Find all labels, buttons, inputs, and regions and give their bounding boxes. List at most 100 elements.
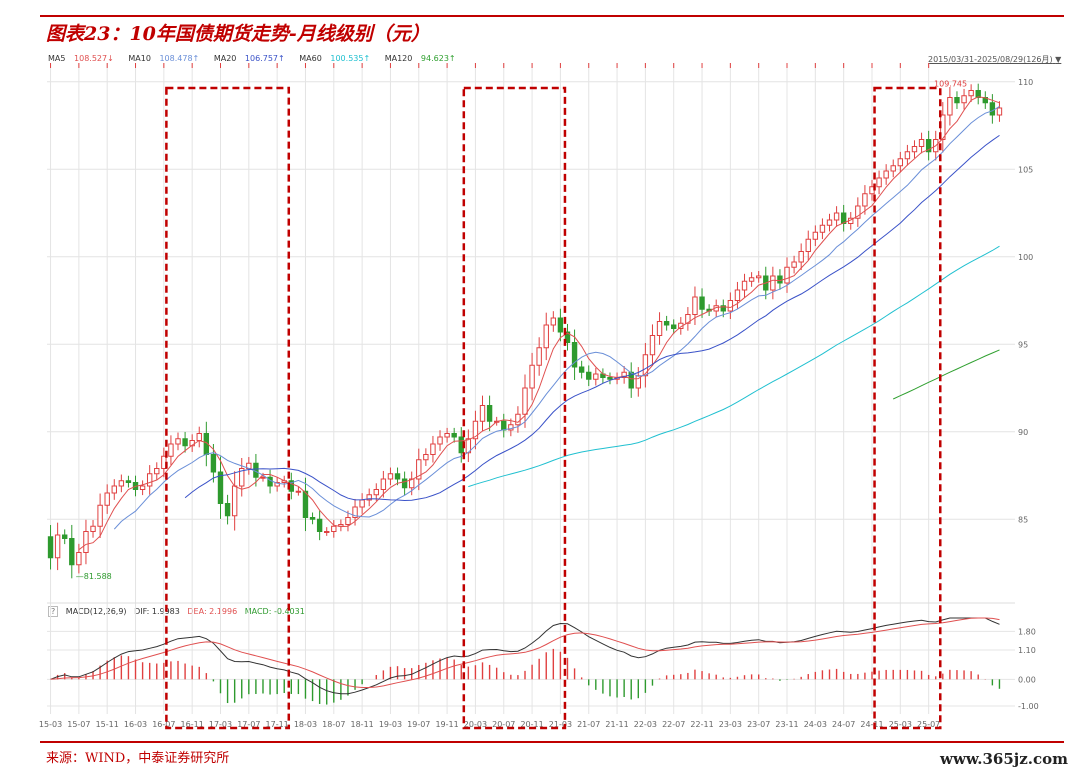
candle-body [253, 462, 259, 478]
price-tick-label: 110 [1018, 78, 1033, 87]
candle-body [855, 205, 861, 219]
candle-body [727, 300, 734, 312]
candle-body [578, 366, 585, 373]
ma60-value: 100.535↑ [330, 54, 371, 63]
candle [777, 269, 783, 290]
candle [883, 164, 889, 185]
x-tick-label: 25-07 [917, 720, 940, 729]
candle-body [54, 534, 61, 559]
candle-body [961, 95, 967, 104]
candle-body [529, 364, 535, 389]
candle-body [656, 321, 663, 336]
candle-body [430, 443, 436, 455]
ma20-value: 106.757↑ [244, 54, 285, 63]
candle [387, 467, 394, 486]
candle-body [996, 107, 1003, 116]
candle [642, 343, 649, 388]
candle [748, 272, 755, 287]
candle [338, 519, 344, 532]
chevron-down-icon[interactable]: ▼ [1055, 55, 1062, 64]
x-tick-label: 23-07 [747, 720, 770, 729]
candle-body [812, 231, 819, 240]
ma60-label: MA60 [299, 54, 322, 63]
x-tick-label: 16-07 [152, 720, 175, 729]
candle-body [989, 102, 996, 116]
candle-body [571, 342, 578, 368]
x-tick-label: 20-11 [520, 720, 543, 729]
candle-body [904, 151, 911, 160]
ma10-legend: MA10 108.478↑ [128, 54, 205, 63]
help-icon[interactable]: ? [48, 606, 59, 617]
macd-tick-label: 0.00 [1018, 675, 1036, 684]
candle-body [76, 552, 82, 566]
candle [69, 524, 75, 579]
candle-body [925, 139, 932, 153]
ma120-value: 94.623↑ [420, 54, 456, 63]
candle [593, 367, 599, 386]
candle [331, 520, 337, 538]
x-tick-label: 24-11 [860, 720, 883, 729]
x-tick-label: 18-11 [351, 720, 374, 729]
candle [366, 488, 372, 507]
candle [111, 479, 117, 500]
candle [543, 312, 549, 361]
dif-line [50, 617, 1000, 695]
x-tick-label: 18-03 [294, 720, 317, 729]
candle-body [975, 90, 981, 98]
candle-body [90, 525, 96, 532]
candle [274, 476, 280, 492]
candle-body [373, 489, 379, 496]
candle-body [734, 289, 741, 301]
x-tick-label: 15-11 [96, 720, 119, 729]
candle [508, 418, 514, 437]
candle-body [557, 317, 564, 333]
candle-body [805, 238, 811, 252]
candle [805, 230, 811, 261]
candle-body [755, 275, 762, 279]
date-range[interactable]: 2015/03/31-2025/08/29(126月) ▼ [928, 54, 1061, 65]
candle-body [840, 212, 847, 224]
x-tick-label: 16-03 [124, 720, 147, 729]
candle [295, 486, 302, 496]
candle-body [387, 473, 394, 480]
candle [239, 458, 245, 497]
highlight-frame [165, 86, 291, 730]
candle-body [876, 177, 882, 188]
candle-body [224, 503, 231, 517]
x-tick-label: 17-03 [209, 720, 232, 729]
candle-body [770, 275, 776, 291]
candle-body [302, 490, 309, 518]
candle [671, 319, 677, 335]
candle-body [486, 405, 493, 422]
ma10-value: 108.478↑ [159, 54, 200, 63]
candle-body [451, 433, 457, 438]
candle-body [692, 296, 698, 315]
candle-body [260, 476, 266, 479]
x-tick-label: 23-11 [775, 720, 798, 729]
candle [586, 365, 592, 387]
candle-body [663, 321, 670, 326]
candle-body [210, 454, 217, 473]
candle-body [352, 506, 358, 518]
candle [437, 430, 443, 451]
candle [373, 483, 379, 501]
candle-body [699, 296, 705, 310]
candle-body [83, 531, 89, 553]
x-tick-label: 21-03 [549, 720, 572, 729]
x-tick-label: 20-03 [464, 720, 487, 729]
candle [600, 368, 606, 384]
candle-body [316, 518, 323, 532]
x-tick-label: 19-07 [407, 720, 430, 729]
candle [578, 360, 585, 379]
candle-body [522, 387, 528, 415]
candle-body [748, 277, 755, 282]
candle-body [798, 251, 804, 263]
candle [897, 151, 904, 173]
candle [47, 525, 54, 570]
candle [479, 395, 486, 432]
candle [182, 431, 188, 453]
candle [302, 477, 309, 532]
candle [663, 315, 670, 331]
candle [224, 494, 231, 525]
candle [104, 484, 110, 514]
